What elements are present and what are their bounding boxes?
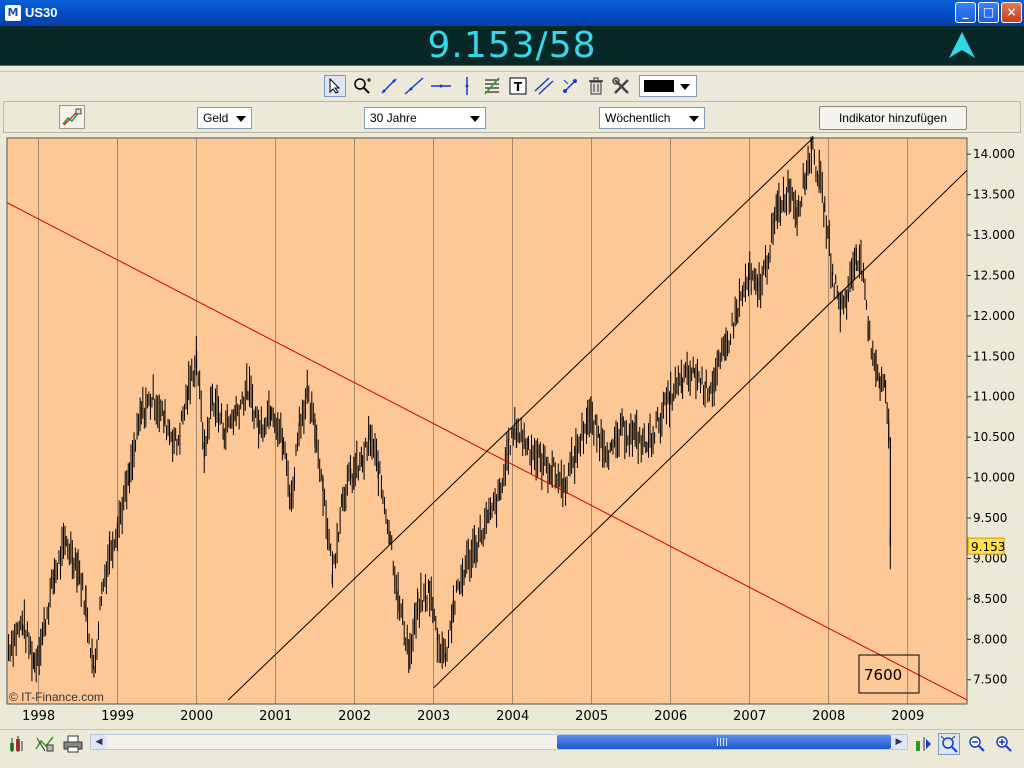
last-value-label: 9.153 bbox=[971, 540, 1005, 554]
horizontal-scrollbar[interactable]: ◀ ▶ bbox=[90, 734, 908, 750]
chart-settings-icon bbox=[62, 108, 82, 126]
y-tick-label: 12.000 bbox=[973, 309, 1015, 323]
x-tick-label: 2008 bbox=[812, 709, 845, 724]
y-tick-label: 14.000 bbox=[973, 147, 1015, 161]
y-tick-label: 11.000 bbox=[973, 390, 1015, 404]
x-tick-label: 2006 bbox=[654, 709, 687, 724]
y-tick-label: 13.500 bbox=[973, 188, 1015, 202]
line-icon[interactable] bbox=[403, 75, 425, 97]
chart-type-icon[interactable] bbox=[6, 733, 28, 755]
annotation-text: 7600 bbox=[864, 666, 902, 684]
scrollbar-grip bbox=[717, 738, 729, 746]
print-icon[interactable] bbox=[62, 733, 84, 755]
color-picker[interactable] bbox=[639, 75, 697, 97]
app-icon: M bbox=[5, 5, 21, 21]
last-value-badge bbox=[967, 537, 1005, 555]
trend-line bbox=[227, 138, 814, 701]
zoom-in-icon[interactable] bbox=[993, 733, 1015, 755]
color-swatch bbox=[644, 80, 674, 92]
y-tick-label: 10.500 bbox=[973, 430, 1015, 444]
price-type-select[interactable]: Geld bbox=[197, 107, 252, 129]
y-tick-label: 9.500 bbox=[973, 511, 1007, 525]
auto-scroll-icon[interactable] bbox=[912, 733, 934, 755]
y-tick-label: 12.500 bbox=[973, 268, 1015, 282]
window-title: US30 bbox=[25, 5, 58, 20]
horizontal-line-icon[interactable] bbox=[430, 75, 452, 97]
chevron-down-icon bbox=[689, 116, 699, 122]
chevron-down-icon bbox=[236, 116, 246, 122]
y-tick-label: 13.000 bbox=[973, 228, 1015, 242]
zoom-out-icon[interactable] bbox=[966, 733, 988, 755]
quote-price: 9.153/58 bbox=[427, 25, 597, 66]
close-button[interactable]: × bbox=[1001, 2, 1022, 23]
minimize-button[interactable]: _ bbox=[955, 2, 976, 23]
zoom-icon[interactable] bbox=[351, 75, 373, 97]
x-tick-label: 2003 bbox=[417, 709, 450, 724]
trend-line bbox=[433, 169, 967, 689]
add-indicator-button[interactable]: Indikator hinzufügen bbox=[819, 106, 967, 130]
x-tick-label: 2001 bbox=[259, 709, 292, 724]
svg-text:T: T bbox=[514, 80, 523, 94]
x-tick-label: 2004 bbox=[496, 709, 529, 724]
tools-icon[interactable] bbox=[611, 75, 633, 97]
trendline-icon[interactable] bbox=[378, 75, 400, 97]
maximize-button[interactable]: □ bbox=[978, 2, 999, 23]
splitter[interactable] bbox=[0, 66, 1024, 72]
x-tick-label: 2002 bbox=[338, 709, 371, 724]
watermark: © IT-Finance.com bbox=[9, 690, 104, 704]
plot-background bbox=[6, 137, 968, 705]
vertical-line-icon[interactable] bbox=[456, 75, 478, 97]
interval-value: Wöchentlich bbox=[605, 111, 671, 125]
x-tick-label: 1998 bbox=[22, 709, 55, 724]
status-bar: ◀ ▶ bbox=[0, 729, 1024, 757]
up-arrow-icon bbox=[949, 32, 975, 58]
scroll-left-button[interactable]: ◀ bbox=[91, 735, 107, 749]
text-icon[interactable]: T bbox=[507, 75, 529, 97]
trash-icon[interactable] bbox=[585, 75, 607, 97]
chevron-down-icon bbox=[680, 84, 690, 90]
title-bar: M US30 _ □ × bbox=[0, 0, 1024, 26]
price-type-value: Geld bbox=[203, 111, 229, 125]
chart-area[interactable]: 1998 1999 2000 2001 2002 2003 2004 2005 2006 2007… bbox=[3, 135, 1021, 728]
fibonacci-icon[interactable] bbox=[481, 75, 503, 97]
x-tick-label: 2009 bbox=[891, 709, 924, 724]
scrollbar-thumb[interactable] bbox=[557, 735, 891, 749]
range-select[interactable]: 30 Jahre bbox=[364, 107, 486, 129]
y-tick-label: 10.000 bbox=[973, 471, 1015, 485]
y-tick-label: 8.500 bbox=[973, 592, 1007, 606]
price-chart[interactable]: 1998 1999 2000 2001 2002 2003 2004 2005 2006 2007… bbox=[3, 135, 1021, 728]
parallel-channel-icon[interactable] bbox=[533, 75, 555, 97]
drawing-toolbar: T bbox=[0, 72, 1024, 100]
quote-bar: 9.153/58 bbox=[0, 26, 1024, 66]
interval-select[interactable]: Wöchentlich bbox=[599, 107, 705, 129]
pointer-icon[interactable] bbox=[324, 75, 346, 97]
chevron-down-icon bbox=[470, 116, 480, 122]
x-tick-label: 1999 bbox=[101, 709, 134, 724]
compare-icon[interactable] bbox=[34, 733, 56, 755]
range-value: 30 Jahre bbox=[370, 111, 417, 125]
y-tick-label: 11.500 bbox=[973, 349, 1015, 363]
chart-settings-button[interactable] bbox=[59, 105, 85, 129]
chart-controls: Geld 30 Jahre Wöchentlich Indikator hinz… bbox=[3, 101, 1021, 133]
crosshair-icon[interactable] bbox=[559, 75, 581, 97]
annotation-box bbox=[858, 654, 920, 694]
x-tick-label: 2000 bbox=[180, 709, 213, 724]
scroll-right-button[interactable]: ▶ bbox=[891, 735, 907, 749]
x-tick-label: 2007 bbox=[733, 709, 766, 724]
y-tick-label: 7.500 bbox=[973, 673, 1007, 687]
zoom-fit-icon[interactable] bbox=[938, 733, 960, 755]
x-tick-label: 2005 bbox=[575, 709, 608, 724]
y-tick-label: 9.000 bbox=[973, 551, 1007, 565]
y-tick-label: 8.000 bbox=[973, 632, 1007, 646]
